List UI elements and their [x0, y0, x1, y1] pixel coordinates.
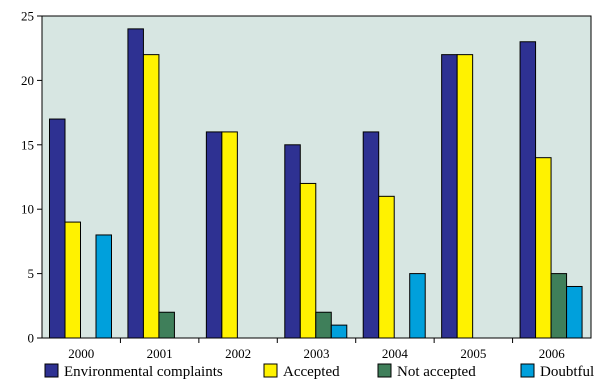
x-tick-label: 2002 — [225, 346, 251, 361]
bar-not-accepted-2001 — [158, 311, 175, 339]
legend-swatch-environmental-complaints — [44, 363, 59, 378]
legend-label-not-accepted: Not accepted — [397, 364, 476, 380]
bar-accepted-2002 — [221, 131, 238, 339]
y-tick-label: 0 — [28, 331, 35, 346]
bar-environmental-complaints-2003 — [284, 144, 301, 339]
bar-not-accepted-2003 — [315, 311, 332, 339]
legend: Environmental complaints Accepted Not acce… — [44, 363, 594, 380]
bar-environmental-complaints-2002 — [205, 131, 223, 339]
bar-environmental-complaints-2005 — [441, 54, 458, 339]
legend-swatch-accepted — [263, 363, 278, 378]
x-tick-label: 2004 — [382, 346, 409, 361]
y-axis: 0 5 10 15 20 25 — [21, 9, 42, 346]
x-tick-label: 2001 — [147, 346, 173, 361]
legend-swatch-not-accepted — [377, 363, 392, 378]
y-tick-label: 20 — [21, 73, 34, 88]
bar-accepted-2005 — [456, 54, 474, 339]
x-tick-label: 2006 — [539, 346, 566, 361]
x-tick-label: 2005 — [460, 346, 486, 361]
bar-doubtful-2004 — [409, 273, 426, 339]
bar-accepted-2004 — [378, 195, 395, 339]
bar-not-accepted-2006 — [550, 273, 568, 339]
bar-environmental-complaints-2004 — [362, 131, 380, 339]
bar-environmental-complaints-2000 — [49, 118, 66, 339]
bar-environmental-complaints-2006 — [519, 41, 537, 339]
y-tick-label: 15 — [21, 137, 34, 152]
y-tick-label: 25 — [21, 9, 34, 24]
bars-layer — [49, 28, 583, 339]
bar-doubtful-2003 — [330, 324, 348, 339]
bar-doubtful-2006 — [566, 285, 583, 339]
bar-accepted-2001 — [142, 54, 160, 339]
legend-label-doubtful: Doubtful — [540, 364, 594, 380]
bar-accepted-2003 — [299, 182, 317, 339]
x-tick-label: 2000 — [68, 346, 94, 361]
bar-accepted-2000 — [64, 221, 81, 339]
legend-label-environmental-complaints: Environmental complaints — [64, 364, 223, 380]
bar-environmental-complaints-2001 — [127, 28, 144, 339]
x-tick-label: 2003 — [304, 346, 330, 361]
bar-accepted-2006 — [535, 157, 552, 339]
plot-area — [41, 15, 592, 339]
legend-swatch-doubtful — [520, 363, 535, 378]
x-axis: 2000 2001 2002 2003 2004 2005 2006 — [68, 338, 565, 361]
y-tick-label: 5 — [28, 266, 35, 281]
y-tick-label: 10 — [21, 202, 34, 217]
bar-doubtful-2000 — [95, 234, 112, 339]
legend-label-accepted: Accepted — [283, 364, 340, 380]
